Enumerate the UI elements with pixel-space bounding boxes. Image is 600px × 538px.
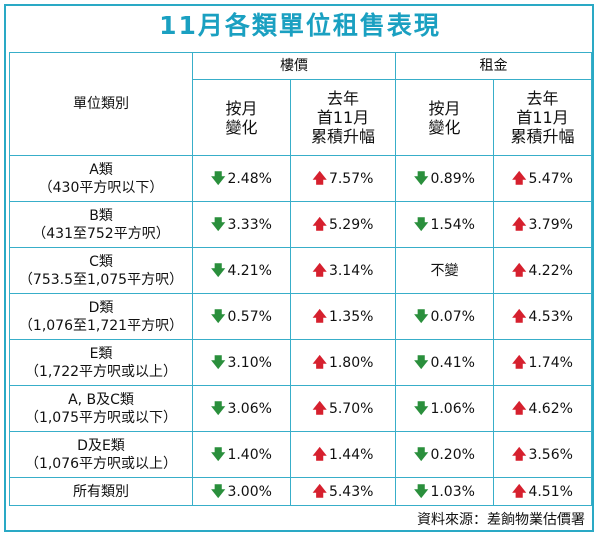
price-ytd-cell: 🡅 5.43% — [290, 477, 396, 506]
arrow-up-icon: 🡅 — [312, 170, 327, 187]
rent-ytd-cell: 🡅 4.51% — [493, 477, 592, 506]
table-row: D類 （1,076至1,721平方呎） 🡇 0.57% 🡅 1.35% 🡇 0.07% … — [9, 293, 592, 340]
rent-ytd-cell: 🡅 3.56% — [493, 431, 592, 478]
arrow-down-icon: 🡇 — [414, 308, 429, 325]
price-ytd-cell: 🡅 1.44% — [290, 431, 396, 478]
table-row: A類 （430平方呎以下） 🡇 2.48% 🡅 7.57% 🡇 0.89% 🡅 5.47% — [9, 155, 592, 202]
price-mom-cell: 🡇 2.48% — [192, 155, 291, 202]
table-row: B類 （431至752平方呎） 🡇 3.33% 🡅 5.29% 🡇 1.54% 🡅 3.7… — [9, 201, 592, 248]
arrow-up-icon: 🡅 — [512, 170, 527, 187]
arrow-down-icon: 🡇 — [211, 308, 226, 325]
category-cell: A類 （430平方呎以下） — [9, 155, 193, 202]
arrow-up-icon: 🡅 — [512, 308, 527, 325]
table-row: E類 （1,722平方呎或以上） 🡇 3.10% 🡅 1.80% 🡇 0.41% 🡅 1.… — [9, 339, 592, 386]
arrow-up-icon: 🡅 — [512, 262, 527, 279]
price-ytd-header: 去年 首11月 累積升幅 — [290, 79, 396, 156]
arrow-down-icon: 🡇 — [414, 170, 429, 187]
arrow-down-icon: 🡇 — [211, 483, 226, 500]
price-mom-cell: 🡇 3.33% — [192, 201, 291, 248]
rent-ytd-header: 去年 首11月 累積升幅 — [493, 79, 592, 156]
rent-ytd-cell: 🡅 5.47% — [493, 155, 592, 202]
rent-ytd-cell: 🡅 1.74% — [493, 339, 592, 386]
arrow-up-icon: 🡅 — [512, 216, 527, 233]
rent-ytd-cell: 🡅 4.22% — [493, 247, 592, 294]
arrow-down-icon: 🡇 — [414, 216, 429, 233]
rent-mom-header: 按月 變化 — [395, 79, 494, 156]
arrow-up-icon: 🡅 — [512, 483, 527, 500]
page-title: 11月各類單位租售表現 — [159, 11, 441, 40]
arrow-down-icon: 🡇 — [414, 446, 429, 463]
arrow-down-icon: 🡇 — [414, 400, 429, 417]
rent-mom-cell: 🡇 1.54% — [395, 201, 494, 248]
arrow-down-icon: 🡇 — [211, 216, 226, 233]
price-ytd-cell: 🡅 3.14% — [290, 247, 396, 294]
arrow-up-icon: 🡅 — [512, 400, 527, 417]
rent-mom-cell: 🡇 0.20% — [395, 431, 494, 478]
price-ytd-cell: 🡅 7.57% — [290, 155, 396, 202]
arrow-up-icon: 🡅 — [312, 400, 327, 417]
table-row: C類 （753.5至1,075平方呎） 🡇 4.21% 🡅 3.14% 不變 🡅 4.2… — [9, 247, 592, 294]
arrow-up-icon: 🡅 — [312, 216, 327, 233]
price-mom-cell: 🡇 1.40% — [192, 431, 291, 478]
rent-mom-cell: 🡇 0.89% — [395, 155, 494, 202]
arrow-up-icon: 🡅 — [312, 446, 327, 463]
category-cell: D及E類 （1,076平方呎或以上） — [9, 431, 193, 478]
rent-sale-table: 單位類別 樓價 租金 按月 變化 去年 首11月 累積升幅 按月 變化 去年 首… — [9, 52, 592, 506]
rent-ytd-cell: 🡅 4.53% — [493, 293, 592, 340]
rent-mom-cell: 🡇 0.41% — [395, 339, 494, 386]
price-ytd-cell: 🡅 5.29% — [290, 201, 396, 248]
arrow-down-icon: 🡇 — [211, 170, 226, 187]
category-cell: B類 （431至752平方呎） — [9, 201, 193, 248]
arrow-down-icon: 🡇 — [211, 262, 226, 279]
arrow-up-icon: 🡅 — [512, 446, 527, 463]
category-cell: A, B及C類 （1,075平方呎或以下） — [9, 385, 193, 432]
rent-ytd-cell: 🡅 3.79% — [493, 201, 592, 248]
price-ytd-cell: 🡅 1.80% — [290, 339, 396, 386]
rent-ytd-cell: 🡅 4.62% — [493, 385, 592, 432]
rent-mom-cell: 不變 — [395, 247, 494, 294]
arrow-down-icon: 🡇 — [211, 354, 226, 371]
arrow-down-icon: 🡇 — [414, 354, 429, 371]
category-cell: D類 （1,076至1,721平方呎） — [9, 293, 193, 340]
category-column-header: 單位類別 — [9, 52, 193, 156]
price-group-header: 樓價 — [192, 52, 396, 80]
price-mom-cell: 🡇 3.10% — [192, 339, 291, 386]
price-ytd-cell: 🡅 1.35% — [290, 293, 396, 340]
price-mom-cell: 🡇 3.00% — [192, 477, 291, 506]
arrow-down-icon: 🡇 — [211, 446, 226, 463]
rent-mom-cell: 🡇 0.07% — [395, 293, 494, 340]
price-mom-cell: 🡇 0.57% — [192, 293, 291, 340]
arrow-up-icon: 🡅 — [312, 354, 327, 371]
arrow-up-icon: 🡅 — [312, 308, 327, 325]
arrow-up-icon: 🡅 — [312, 262, 327, 279]
arrow-down-icon: 🡇 — [414, 483, 429, 500]
price-mom-header: 按月 變化 — [192, 79, 291, 156]
price-ytd-cell: 🡅 5.70% — [290, 385, 396, 432]
table-row: 所有類別 🡇 3.00% 🡅 5.43% 🡇 1.03% 🡅 4.51% — [9, 477, 592, 506]
table-row: A, B及C類 （1,075平方呎或以下） 🡇 3.06% 🡅 5.70% 🡇 1.06… — [9, 385, 592, 432]
category-cell: 所有類別 — [9, 477, 193, 506]
arrow-down-icon: 🡇 — [211, 400, 226, 417]
price-mom-cell: 🡇 3.06% — [192, 385, 291, 432]
rent-group-header: 租金 — [395, 52, 592, 80]
price-mom-cell: 🡇 4.21% — [192, 247, 291, 294]
arrow-up-icon: 🡅 — [512, 354, 527, 371]
source-note: 資料來源：差餉物業估價署 — [417, 512, 585, 528]
rent-mom-cell: 🡇 1.06% — [395, 385, 494, 432]
arrow-up-icon: 🡅 — [312, 483, 327, 500]
category-cell: C類 （753.5至1,075平方呎） — [9, 247, 193, 294]
table-row: D及E類 （1,076平方呎或以上） 🡇 1.40% 🡅 1.44% 🡇 0.20% 🡅… — [9, 431, 592, 478]
category-cell: E類 （1,722平方呎或以上） — [9, 339, 193, 386]
rent-mom-cell: 🡇 1.03% — [395, 477, 494, 506]
